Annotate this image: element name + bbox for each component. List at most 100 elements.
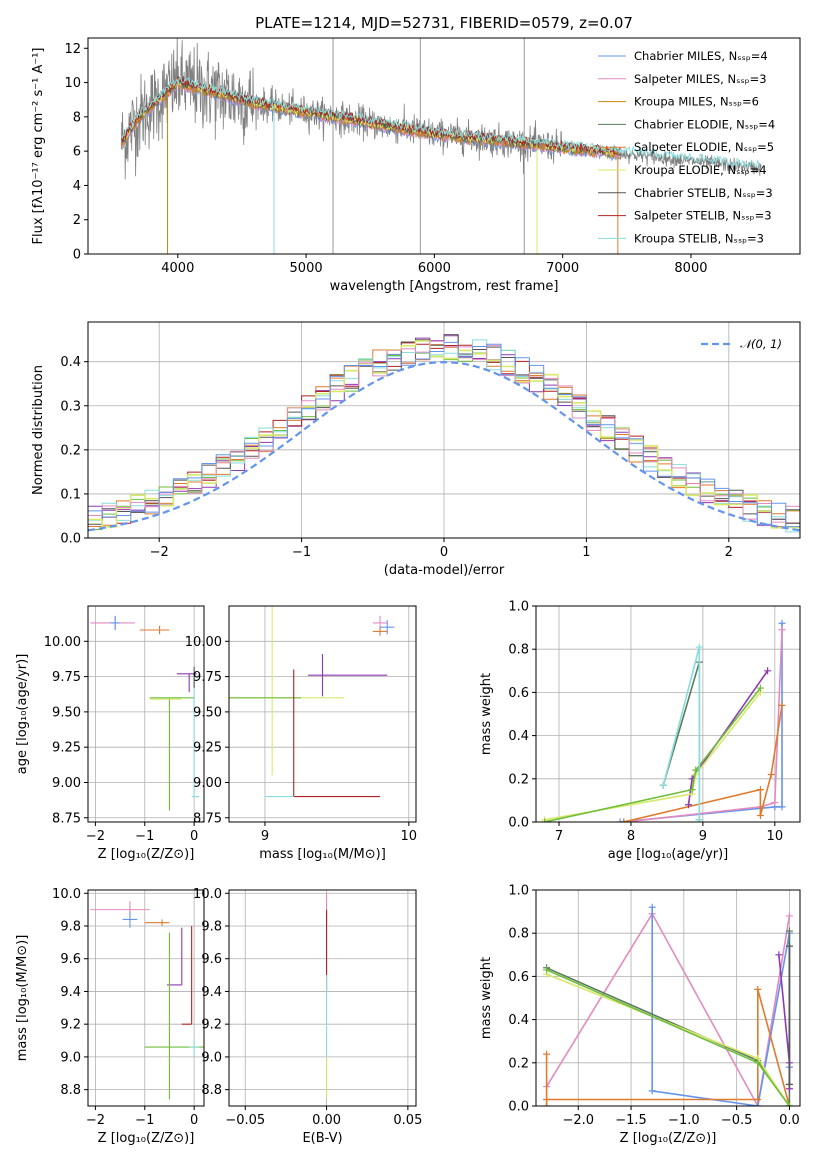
weight-point-marker [754, 1059, 762, 1067]
y-tick-label: 8.75 [193, 811, 222, 826]
model-spectrum-line [121, 75, 761, 170]
y-tick-label: 8 [73, 110, 81, 125]
y-tick-label: 0.4 [60, 355, 81, 370]
weight-series-line [778, 954, 791, 1089]
y-tick-label: 9.2 [60, 1018, 81, 1033]
weight-point-marker [778, 626, 786, 634]
axes-frame [87, 605, 205, 823]
x-axis-label: Z [log₁₀(Z/Z⊙)] [620, 1131, 717, 1146]
y-tick-label: 10.0 [52, 887, 81, 902]
y-axis-label: mass weight [479, 957, 494, 1039]
weight-series [543, 970, 793, 1106]
y-tick-label: 0.2 [508, 1056, 529, 1071]
x-tick-label: −2.0 [562, 1113, 594, 1128]
weight-point-marker [754, 1102, 762, 1106]
weight-series [620, 701, 786, 822]
axes-age-vs-Z: −2 −1 0 8.75 9.00 9.25 9.50 9.75 10.00 Z [log₁₀(Z… [15, 605, 205, 862]
y-tick-label: 9.25 [52, 741, 81, 756]
weight-point-marker [767, 770, 775, 778]
y-tick-label: 9.2 [201, 1018, 222, 1033]
y-tick-label: 9.25 [193, 741, 222, 756]
y-tick-label: 9.6 [201, 952, 222, 967]
y-tick-label: 9.8 [201, 920, 222, 935]
legend-entry: Kroupa ELODIE, Nₛₛₚ=4 [634, 163, 767, 177]
x-tick-label: 0 [440, 545, 448, 560]
x-tick-label: 8 [627, 829, 635, 844]
y-tick-label: 10.0 [193, 887, 222, 902]
weight-point-marker [659, 781, 667, 789]
errorbar-point [293, 669, 381, 798]
weight-point-marker [648, 903, 656, 911]
axes-frame [87, 889, 205, 1107]
weight-series [543, 910, 793, 1106]
plot-area-age-vs-Z [90, 615, 200, 811]
y-tick-label: 0.0 [508, 1100, 529, 1115]
y-tick-label: 0.2 [508, 772, 529, 787]
normal-reference-curve [88, 360, 800, 532]
weight-point-marker [648, 1087, 656, 1095]
errorbar-point [308, 654, 388, 697]
plot-area-weight-vs-Z [543, 903, 793, 1106]
y-tick-label: 9.75 [193, 670, 222, 685]
errorbar-point [193, 666, 196, 688]
weight-series-line [544, 691, 762, 821]
errorbar-point [181, 926, 193, 1025]
x-tick-label: 9 [699, 829, 707, 844]
x-axis-label: Z [log₁₀(Z/Z⊙)] [98, 847, 195, 862]
errorbar-point [144, 919, 170, 926]
residual-histogram [88, 341, 800, 528]
x-tick-label: 0 [190, 1113, 198, 1128]
weight-point-marker [620, 818, 628, 822]
weight-point-marker [778, 701, 786, 709]
x-axis-label: E(B-V) [302, 1131, 342, 1146]
weight-point-marker [695, 643, 703, 651]
y-tick-label: 6 [73, 145, 81, 160]
errorbar-point [191, 669, 200, 798]
errorbar-point [189, 1038, 200, 1056]
y-tick-label: 1.0 [508, 884, 529, 899]
y-tick-label: 0.2 [60, 443, 81, 458]
y-tick-label: 9.50 [193, 705, 222, 720]
legend-entry: 𝒩(0, 1) [740, 337, 782, 351]
y-tick-label: 0.0 [60, 532, 81, 547]
x-axis-label: age [log₁₀(age/yr)] [608, 847, 729, 862]
y-tick-label: 0.6 [508, 970, 529, 985]
axes-mass-vs-EBV: −0.05 0.00 0.05 8.8 9.0 9.2 9.4 9.6 9.8 10.0 E(B-V… [193, 887, 422, 1146]
residual-histogram [88, 340, 800, 529]
legend-entry: Chabrier MILES, Nₛₛₚ=4 [634, 49, 768, 63]
legend-entry: Salpeter MILES, Nₛₛₚ=3 [634, 72, 767, 86]
plot-area-residuals [88, 334, 800, 533]
errorbar-point [122, 911, 138, 928]
axes-frame [535, 605, 801, 823]
x-tick-label: 6000 [418, 261, 451, 276]
y-tick-label: 12 [64, 42, 81, 57]
y-tick-label: 2 [73, 213, 81, 228]
errorbar-point [90, 901, 150, 918]
x-tick-label: −1 [292, 545, 311, 560]
weight-point-marker [543, 1102, 551, 1106]
y-tick-label: 4 [73, 179, 81, 194]
weight-point-marker [543, 966, 551, 974]
weight-point-marker [685, 801, 693, 809]
axes-frame [228, 605, 417, 823]
observed-spectrum [121, 38, 762, 180]
errorbar-point [149, 697, 195, 811]
weight-series [543, 927, 793, 1106]
x-tick-label: −1 [135, 829, 154, 844]
x-tick-label: 5000 [290, 261, 323, 276]
axes-weight-vs-Z: −2.0 −1.5 −1.0 −0.5 0.0 0.0 0.2 0.4 0.6 0.8 1.0 Z [… [479, 884, 801, 1146]
y-tick-label: 8.8 [60, 1083, 81, 1098]
weight-series-line [545, 989, 791, 1106]
axes-age-vs-mass: 9 10 8.75 9.00 9.25 9.50 9.75 10.00 mass [log₁₀(… [185, 605, 417, 862]
y-tick-label: 0.4 [508, 1013, 529, 1028]
weight-point-marker [785, 912, 793, 920]
weight-point-marker [775, 951, 783, 959]
x-tick-label: −2 [150, 545, 169, 560]
y-tick-label: 1.0 [508, 600, 529, 615]
y-tick-label: 10.00 [44, 635, 81, 650]
axes-weight-vs-age: 7 8 9 10 0.0 0.2 0.4 0.6 0.8 1.0 age [log₁₀(age/yr… [479, 600, 801, 862]
weight-point-marker [764, 667, 772, 675]
x-tick-label: −1.0 [668, 1113, 700, 1128]
plot-area-weight-vs-age [541, 619, 786, 822]
